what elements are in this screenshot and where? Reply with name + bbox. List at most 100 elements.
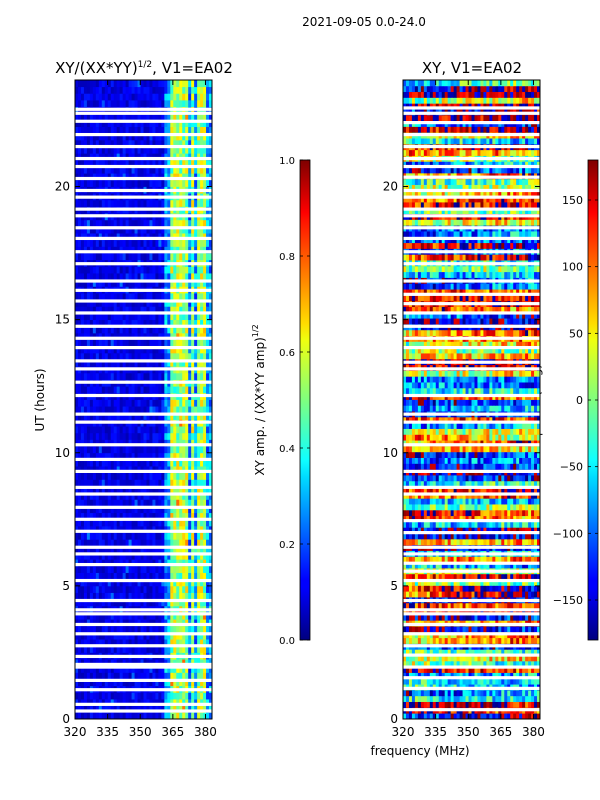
- heatmap-cell: [125, 426, 130, 434]
- heatmap-cell: [95, 173, 100, 181]
- heatmap-cell: [86, 679, 91, 687]
- heatmap-cell: [122, 432, 127, 440]
- heatmap-cell: [86, 139, 91, 147]
- heatmap-cell: [107, 472, 112, 480]
- heatmap-cell: [134, 665, 138, 673]
- heatmap-cell: [185, 679, 189, 687]
- heatmap-cell: [152, 565, 156, 573]
- heatmap-cell: [146, 86, 150, 94]
- heatmap-cell: [197, 459, 201, 467]
- heatmap-cell: [134, 386, 138, 394]
- heatmap-cell: [152, 233, 156, 241]
- heatmap-cell: [122, 133, 127, 141]
- heatmap-cell: [197, 592, 201, 600]
- heatmap-cell: [146, 565, 150, 573]
- heatmap-cell: [179, 452, 183, 460]
- heatmap-cell: [92, 339, 97, 347]
- heatmap-cell: [77, 293, 82, 301]
- heatmap-cell: [170, 199, 174, 207]
- heatmap-cell: [89, 339, 94, 347]
- heatmap-cell: [152, 699, 156, 707]
- heatmap-cell: [140, 226, 144, 234]
- heatmap-cell: [134, 472, 138, 480]
- heatmap-cell: [119, 659, 124, 667]
- heatmap-cell: [98, 386, 103, 394]
- heatmap-cell: [95, 332, 100, 340]
- heatmap-cell: [164, 712, 168, 720]
- heatmap-cell: [179, 86, 183, 94]
- heatmap-cell: [152, 219, 156, 227]
- heatmap-cell: [143, 306, 147, 314]
- heatmap-cell: [107, 559, 112, 567]
- heatmap-cell: [480, 660, 484, 668]
- heatmap-cell: [75, 86, 79, 94]
- heatmap-cell: [134, 119, 138, 127]
- heatmap-cell: [173, 139, 177, 147]
- heatmap-cell: [113, 80, 118, 88]
- heatmap-cell: [167, 459, 171, 467]
- heatmap-cell: [146, 599, 150, 607]
- heatmap-cell: [107, 359, 112, 367]
- heatmap-cell: [149, 126, 153, 134]
- heatmap-cell: [152, 659, 156, 667]
- heatmap-cell: [89, 552, 94, 560]
- heatmap-cell: [179, 399, 183, 407]
- heatmap-cell: [158, 299, 162, 307]
- heatmap-cell: [450, 666, 455, 673]
- heatmap-cell: [209, 705, 213, 713]
- heatmap-cell: [143, 326, 147, 334]
- heatmap-cell: [167, 339, 171, 347]
- heatmap-cell: [158, 712, 162, 720]
- heatmap-cell: [167, 625, 171, 633]
- heatmap-cell: [116, 432, 121, 440]
- heatmap-cell: [110, 352, 115, 360]
- heatmap-cell: [185, 572, 189, 580]
- heatmap-cell: [188, 692, 192, 700]
- heatmap-cell: [95, 486, 100, 494]
- heatmap-cell: [110, 159, 115, 167]
- heatmap-cell: [128, 273, 132, 281]
- heatmap-cell: [170, 672, 174, 680]
- heatmap-cell: [456, 713, 460, 720]
- heatmap-cell: [98, 672, 103, 680]
- heatmap-cell: [173, 479, 177, 487]
- heatmap-cell: [143, 239, 147, 247]
- heatmap-cell: [116, 312, 121, 321]
- heatmap-cell: [167, 519, 171, 527]
- heatmap-cell: [122, 173, 127, 181]
- heatmap-cell: [140, 293, 144, 301]
- heatmap-cell: [116, 539, 121, 547]
- heatmap-cell: [453, 678, 458, 685]
- heatmap-cell: [125, 446, 130, 454]
- heatmap-cell: [149, 372, 153, 380]
- heatmap-cell: [119, 159, 124, 167]
- heatmap-cell: [140, 432, 144, 440]
- heatmap-cell: [83, 599, 88, 607]
- heatmap-cell: [426, 655, 431, 662]
- heatmap-cell: [86, 672, 91, 680]
- heatmap-cell: [203, 352, 207, 360]
- heatmap-cell: [122, 339, 127, 347]
- heatmap-cell: [95, 226, 100, 234]
- heatmap-cell: [128, 665, 132, 673]
- heatmap-cell: [95, 432, 100, 440]
- heatmap-cell: [140, 273, 144, 281]
- heatmap-cell: [140, 539, 144, 547]
- heatmap-cell: [155, 565, 159, 573]
- heatmap-cell: [167, 293, 171, 301]
- heatmap-cell: [140, 639, 144, 647]
- heatmap-cell: [75, 139, 79, 147]
- heatmap-cell: [119, 579, 124, 587]
- heatmap-cell: [131, 332, 135, 340]
- heatmap-cell: [200, 579, 204, 587]
- heatmap-cell: [176, 619, 180, 627]
- heatmap-cell: [182, 219, 186, 227]
- heatmap-cell: [95, 113, 100, 121]
- heatmap-cell: [98, 339, 103, 347]
- heatmap-cell: [203, 199, 207, 207]
- heatmap-cell: [206, 279, 210, 287]
- heatmap-cell: [140, 319, 144, 327]
- heatmap-cell: [158, 339, 162, 347]
- heatmap-cell: [164, 406, 168, 414]
- heatmap-cell: [188, 93, 192, 101]
